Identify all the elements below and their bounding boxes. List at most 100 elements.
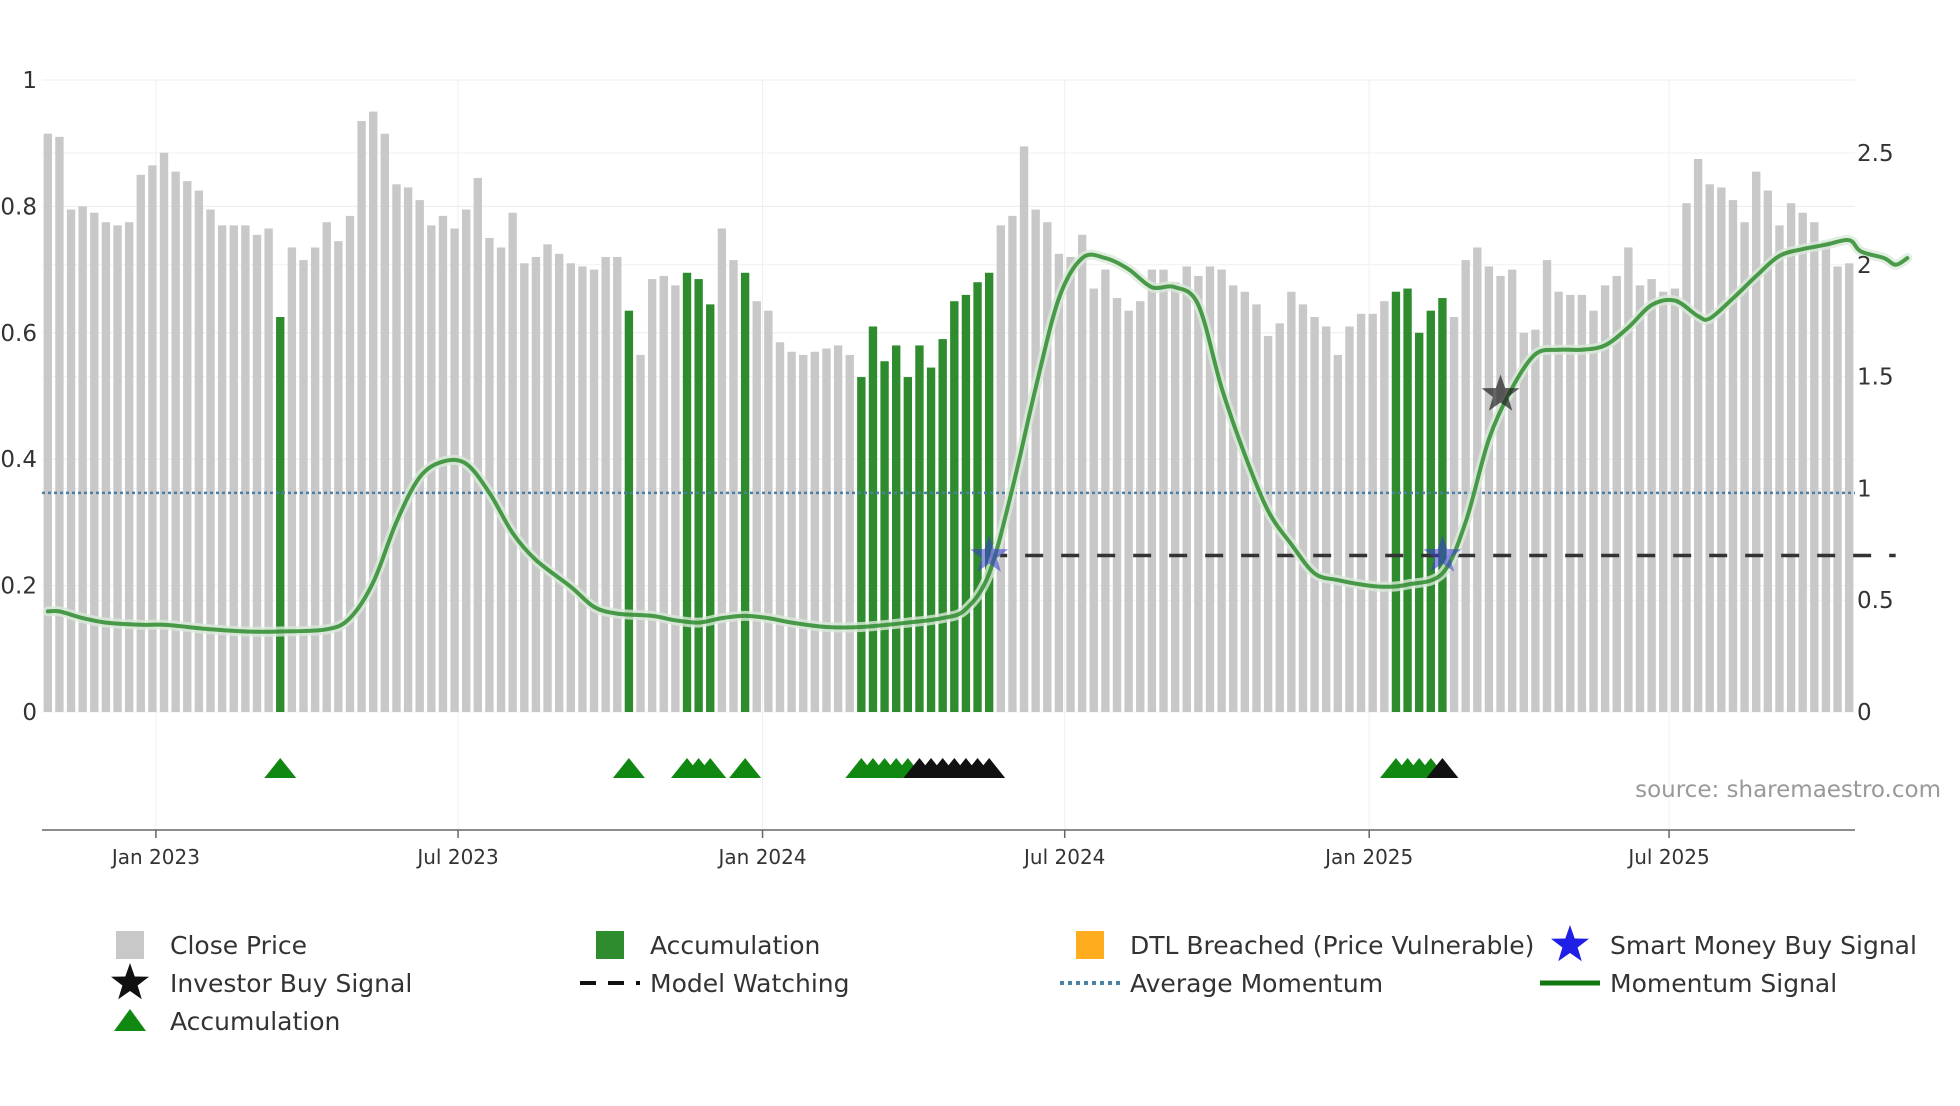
close-price-bar bbox=[264, 228, 273, 712]
close-price-bar bbox=[1147, 269, 1157, 712]
smart-money-buy-star bbox=[1423, 535, 1462, 572]
close-price-bar bbox=[1659, 291, 1668, 712]
close-price-bar bbox=[601, 256, 610, 712]
close-price-bar bbox=[345, 215, 355, 712]
y-left-tick-label: 0.6 bbox=[0, 321, 37, 347]
close-price-bar bbox=[1043, 222, 1052, 712]
close-price-bar bbox=[1717, 187, 1726, 712]
accumulation-bar bbox=[1391, 291, 1401, 712]
legend-label: Investor Buy Signal bbox=[170, 969, 412, 998]
accumulation-bar bbox=[682, 272, 692, 712]
y-right-tick-label: 1 bbox=[1857, 476, 1872, 502]
close-price-bar bbox=[66, 209, 76, 712]
close-price-bar bbox=[671, 285, 680, 712]
legend: Close Price Accumulation DTL Breached (Pri… bbox=[111, 925, 1917, 1036]
legend-item: Accumulation bbox=[114, 1007, 340, 1036]
close-price-bar bbox=[90, 212, 99, 712]
y-left-tick-label: 0.2 bbox=[0, 574, 37, 600]
close-price-bar bbox=[589, 269, 599, 712]
close-price-bar bbox=[810, 351, 820, 712]
close-price-bar bbox=[636, 354, 645, 712]
legend-label: Accumulation bbox=[650, 931, 820, 960]
accumulation-bar bbox=[961, 294, 971, 712]
close-price-bar bbox=[1089, 288, 1098, 712]
close-price-bar bbox=[310, 247, 320, 713]
axes-layer: Jan 2023 Jul 2023 Jan 2024 Jul 2024 Jan 2025… bbox=[0, 68, 1893, 869]
close-price-bar bbox=[299, 260, 308, 712]
close-price-bar bbox=[1345, 326, 1354, 712]
accumulation-bar bbox=[706, 304, 715, 712]
close-price-bar bbox=[1833, 266, 1842, 712]
close-price-bar bbox=[1054, 253, 1064, 713]
legend-item: Accumulation bbox=[596, 931, 820, 960]
close-price-bar bbox=[1600, 285, 1610, 712]
close-price-bar bbox=[217, 225, 227, 713]
legend-marker-investor bbox=[111, 963, 149, 1000]
legend-item: Model Watching bbox=[580, 969, 850, 998]
close-price-bar bbox=[1554, 291, 1563, 712]
accumulation-triangle bbox=[694, 758, 727, 778]
close-price-bar bbox=[1810, 222, 1819, 712]
accumulation-bar bbox=[1438, 298, 1447, 712]
signal-triangle-black bbox=[1426, 758, 1459, 778]
legend-item: Close Price bbox=[116, 931, 307, 960]
legend-marker-smart-money bbox=[1551, 925, 1589, 962]
close-price-bar bbox=[1763, 190, 1773, 713]
close-price-bar bbox=[206, 209, 215, 712]
close-price-bar bbox=[1194, 275, 1203, 712]
close-price-bar bbox=[1066, 256, 1075, 712]
signal-triangle-black bbox=[973, 758, 1006, 778]
close-price-bar bbox=[1461, 260, 1470, 712]
close-price-bar bbox=[1624, 247, 1633, 713]
accumulation-bar bbox=[973, 282, 982, 712]
close-price-bar bbox=[1693, 159, 1703, 712]
accumulation-triangle bbox=[264, 758, 297, 778]
bars-layer bbox=[43, 111, 1854, 713]
y-right-tick-label: 2.5 bbox=[1857, 141, 1894, 167]
close-price-bar bbox=[113, 225, 122, 713]
accumulation-bar bbox=[868, 326, 878, 712]
close-price-bar bbox=[729, 260, 738, 712]
legend-label: Accumulation bbox=[170, 1007, 340, 1036]
close-price-bar bbox=[833, 345, 843, 712]
close-price-bar bbox=[775, 342, 785, 712]
y-left-tick-label: 0.8 bbox=[0, 194, 37, 220]
close-price-bar bbox=[1205, 266, 1215, 712]
close-price-bar bbox=[1240, 291, 1250, 712]
close-price-bar bbox=[1112, 298, 1122, 712]
close-price-bar bbox=[1275, 323, 1284, 712]
close-price-bar bbox=[1310, 317, 1319, 712]
accumulation-bar bbox=[892, 345, 901, 712]
accumulation-triangle bbox=[612, 758, 645, 778]
accumulation-bar bbox=[984, 272, 994, 712]
close-price-bar bbox=[1705, 184, 1714, 712]
accumulation-bar bbox=[926, 367, 936, 712]
close-price-bar bbox=[1252, 304, 1261, 712]
close-price-bar bbox=[1752, 171, 1761, 712]
close-price-bar bbox=[1519, 332, 1528, 712]
close-price-bar bbox=[241, 225, 250, 713]
close-price-bar bbox=[1182, 266, 1191, 712]
x-tick-label: Jul 2023 bbox=[415, 845, 498, 869]
close-price-bar bbox=[1380, 301, 1389, 712]
close-price-bar bbox=[578, 266, 587, 712]
close-price-bar bbox=[55, 136, 64, 712]
accumulation-triangle bbox=[729, 758, 762, 778]
accumulation-bar bbox=[1426, 310, 1435, 712]
close-price-bar bbox=[1322, 326, 1331, 712]
close-price-bar bbox=[1647, 279, 1656, 712]
close-price-bar bbox=[1728, 200, 1738, 712]
close-price-bar bbox=[543, 244, 552, 712]
close-price-bar bbox=[1008, 215, 1017, 712]
close-price-bar bbox=[1531, 329, 1540, 712]
close-price-bar bbox=[531, 256, 541, 712]
close-price-bar bbox=[136, 174, 145, 713]
legend-label: DTL Breached (Price Vulnerable) bbox=[1130, 931, 1534, 960]
source-label: source: sharemaestro.com bbox=[1635, 777, 1941, 803]
close-price-bar bbox=[1031, 209, 1040, 712]
legend-marker-accumulation-triangle bbox=[114, 1009, 146, 1031]
close-price-bar bbox=[1170, 282, 1180, 712]
close-price-bar bbox=[1775, 225, 1784, 713]
close-price-bar bbox=[485, 238, 494, 712]
accumulation-bar bbox=[950, 301, 959, 712]
